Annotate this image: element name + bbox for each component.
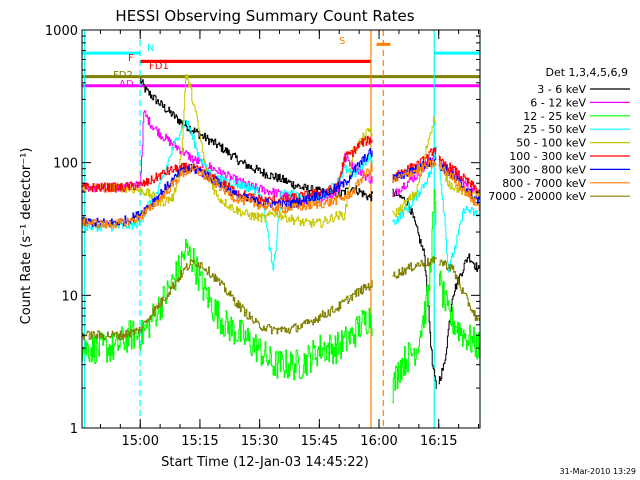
series-line-6 — [438, 156, 481, 194]
x-tick-label: 15:30 — [241, 434, 278, 449]
series-line-4 — [392, 146, 437, 225]
series-line-3 — [438, 270, 481, 360]
series-line-8 — [438, 163, 481, 211]
series-line-4 — [438, 166, 481, 273]
y-tick-label: 10 — [61, 289, 78, 304]
flag-label-s: S — [339, 36, 345, 47]
legend-label: 100 - 300 keV — [509, 150, 586, 163]
y-axis-label: Count Rate (s⁻¹ detector⁻¹) — [19, 148, 34, 325]
legend-label: 800 - 7000 keV — [502, 177, 586, 190]
series-line-3 — [82, 239, 373, 381]
series-line-9 — [82, 259, 373, 341]
legend-label: 12 - 25 keV — [523, 110, 586, 123]
x-tick-label: 15:45 — [301, 434, 338, 449]
legend-label: 7000 - 20000 keV — [488, 190, 586, 203]
plot-frame — [81, 29, 481, 429]
series-line-8 — [82, 164, 373, 229]
flag-label-ad: AD — [119, 79, 134, 90]
vertical-markers — [83, 30, 481, 428]
y-tick-label: 1000 — [45, 24, 78, 39]
legend-label: 50 - 100 keV — [516, 137, 586, 150]
y-tick-label: 1 — [70, 422, 78, 437]
legend-label: 300 - 800 keV — [509, 163, 586, 176]
series-line-9 — [438, 259, 481, 325]
flag-label-fd1: FD1 — [149, 61, 169, 72]
x-axis-label: Start Time (12-Jan-03 14:45:22) — [161, 455, 369, 470]
flag-label-f: F — [128, 53, 134, 64]
footer-date: 31-Mar-2010 13:29 — [560, 467, 637, 476]
chart-title: HESSI Observing Summary Count Rates — [115, 7, 414, 25]
x-tick-label: 16:00 — [360, 434, 397, 449]
flag-label-n: N — [147, 43, 154, 54]
series-lines — [82, 74, 481, 404]
y-tick-label: 100 — [53, 157, 78, 172]
x-tick-label: 15:00 — [122, 434, 159, 449]
series-line-1 — [438, 253, 481, 385]
series-line-5 — [82, 74, 373, 228]
series-line-3 — [392, 189, 437, 404]
series-line-7 — [392, 157, 437, 183]
series-line-9 — [392, 256, 437, 279]
x-tick-label: 15:15 — [181, 434, 218, 449]
x-tick-label: 16:15 — [420, 434, 457, 449]
series-line-5 — [392, 115, 437, 217]
legend-label: 3 - 6 keV — [537, 83, 586, 96]
axes: 1 10 100 1000 15:00 15:15 15:30 15:45 16:00 16:15 — [45, 24, 481, 449]
flag-label-fd2: FD2 — [113, 70, 133, 81]
series-line-8 — [392, 159, 437, 183]
legend-label: 25 - 50 keV — [523, 123, 586, 136]
legend-title: Det 1,3,4,5,6,9 — [545, 66, 628, 79]
legend-label: 6 - 12 keV — [530, 96, 586, 109]
series-line-1 — [392, 188, 437, 390]
